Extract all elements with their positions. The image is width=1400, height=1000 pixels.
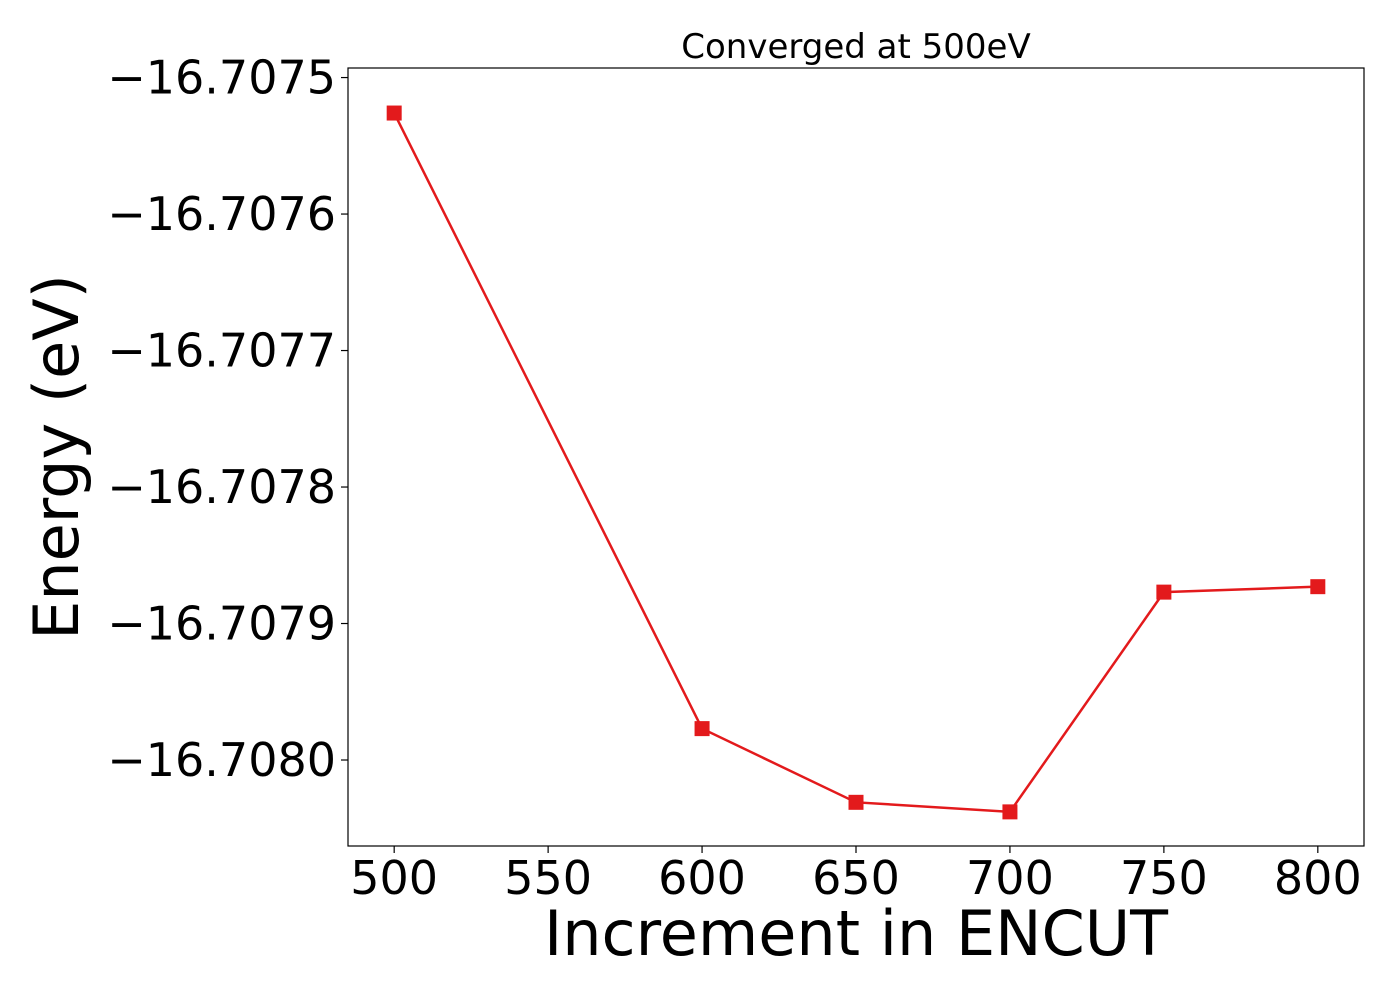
- series-layer: [386, 105, 1326, 820]
- x-tick-label: 700: [966, 851, 1054, 905]
- x-tick-label: 650: [812, 851, 900, 905]
- y-tick-label: −16.7079: [107, 597, 336, 651]
- data-point-marker: [1156, 584, 1172, 600]
- x-tick-label: 800: [1274, 851, 1362, 905]
- y-tick-label: −16.7075: [107, 51, 336, 105]
- data-point-marker: [1002, 804, 1018, 820]
- plot-area: [347, 67, 1365, 847]
- y-tick-label: −16.7080: [107, 733, 336, 787]
- y-axis-ticks: −16.7075 −16.7076 −16.7077 −16.7078 −16.7079…: [107, 51, 348, 787]
- y-tick-label: −16.7077: [107, 324, 336, 378]
- data-point-marker: [386, 105, 402, 121]
- y-tick-label: −16.7078: [107, 460, 336, 514]
- x-axis-ticks: 500 550 600 650 700 750 800: [350, 846, 1362, 905]
- chart-title: Converged at 500eV: [681, 27, 1030, 67]
- data-point-marker: [694, 721, 710, 737]
- x-tick-label: 600: [658, 851, 746, 905]
- series-line: [393, 112, 1318, 814]
- x-tick-label: 750: [1120, 851, 1208, 905]
- x-axis-title: Increment in ENCUT: [544, 897, 1169, 970]
- x-tick-label: 500: [350, 851, 438, 905]
- y-axis-title: Energy (eV): [20, 274, 93, 640]
- y-tick-label: −16.7076: [107, 187, 336, 241]
- x-tick-label: 550: [504, 851, 592, 905]
- data-point-marker: [848, 794, 864, 810]
- data-point-marker: [1310, 579, 1326, 595]
- plot-frame: [347, 67, 1365, 847]
